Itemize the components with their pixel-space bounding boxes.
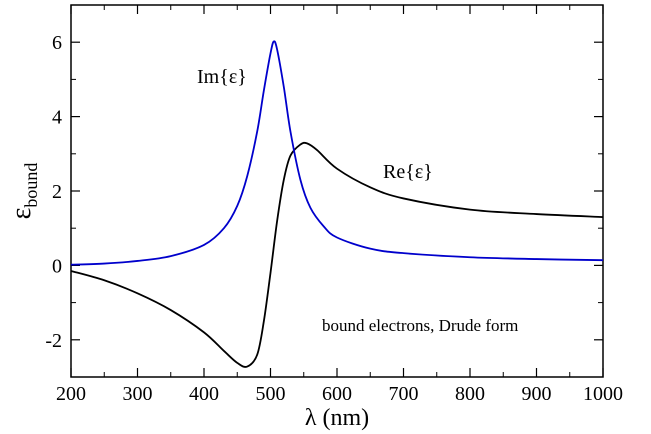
axis-ticks: 200 300 400 500 600 700 800 900 1000 -2 0 2 4 6 (45, 4, 623, 405)
x-tick-label: 1000 (583, 383, 623, 405)
y-tick-label: -2 (45, 330, 62, 352)
x-tick-label: 500 (256, 383, 286, 405)
y-tick-label: 6 (52, 32, 62, 54)
series-line-im (70, 40, 604, 266)
y-axis-title-main: ε (6, 208, 37, 220)
y-tick-label: 4 (52, 107, 62, 129)
y-axis-title-sub: bound (21, 163, 41, 208)
y-tick-label: 2 (52, 181, 62, 203)
y-tick-label: 0 (52, 255, 62, 277)
x-tick-label: 300 (123, 383, 153, 405)
x-tick-label: 200 (56, 383, 86, 405)
x-axis-title: λ (nm) (305, 405, 369, 431)
series-label-re: Re{ε} (383, 161, 433, 183)
series-line-re (70, 141, 604, 368)
series-layer (70, 40, 604, 368)
x-tick-label: 600 (322, 383, 352, 405)
x-tick-label: 800 (455, 383, 485, 405)
series-label-im: Im{ε} (197, 66, 247, 88)
annotation-text: bound electrons, Drude form (322, 316, 518, 335)
y-axis-title: εbound (6, 163, 41, 220)
x-tick-label: 400 (189, 383, 219, 405)
x-tick-label: 900 (522, 383, 552, 405)
x-tick-label: 700 (389, 383, 419, 405)
